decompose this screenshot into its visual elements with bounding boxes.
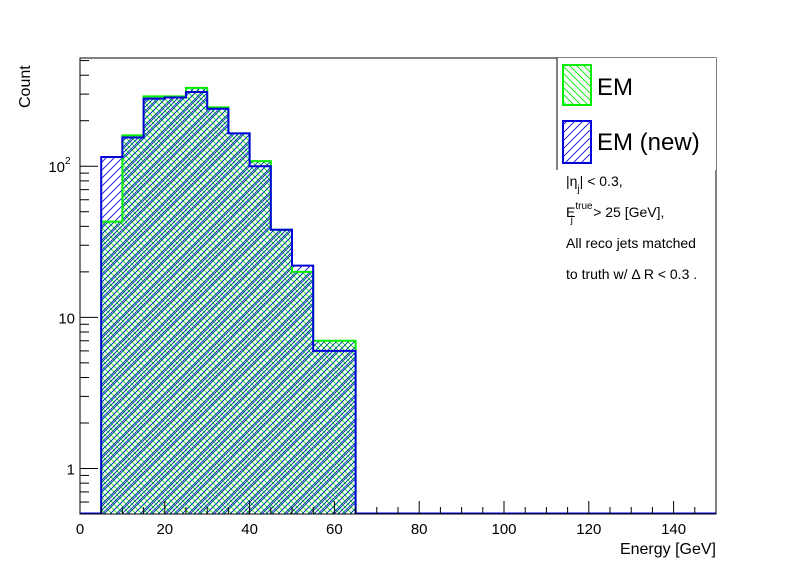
hist-bin-fill-overlay: [164, 96, 186, 514]
hist-bin-fill-overlay: [122, 135, 144, 514]
series-em-new-outline: [80, 90, 716, 514]
annotation-line: Etrue j > 25 [GeV],: [566, 201, 664, 226]
x-axis-label: Energy [GeV]: [620, 541, 716, 558]
hist-bin-fill-overlay: [186, 87, 208, 514]
annotation-line: |ηj| < 0.3,: [566, 173, 623, 195]
annotation-line: All reco jets matched: [566, 235, 696, 251]
hist-bin-fill-overlay: [101, 221, 123, 514]
hist-bin-fill-overlay: [249, 161, 271, 514]
x-tick-label: 0: [76, 521, 84, 538]
y-tick-label-exponent: 2: [65, 156, 71, 167]
hist-bin-fill-overlay: [143, 96, 165, 514]
hist-bin-fill-overlay: [228, 133, 250, 514]
legend: EM EM (new): [556, 58, 716, 170]
x-tick-label: 100: [491, 521, 516, 538]
hist-bin-fill-overlay: [292, 271, 314, 514]
x-tick-label: 60: [326, 521, 343, 538]
annotation-line: to truth w/ Δ R < 0.3 .: [566, 266, 697, 282]
y-tick-label: 10: [58, 310, 75, 327]
hist-bin-fill-overlay: [270, 229, 292, 514]
x-tick-label: 120: [576, 521, 601, 538]
hist-bin-fill-overlay: [313, 340, 335, 514]
y-tick-label: 1: [67, 462, 75, 479]
legend-swatch-em-new: [562, 120, 592, 164]
hist-bin-fill-overlay: [334, 340, 356, 514]
legend-label-em-new: EM (new): [597, 129, 700, 156]
x-tick-label: 140: [661, 521, 686, 538]
x-tick-label: 20: [156, 521, 173, 538]
hist-bin-fill-overlay: [207, 107, 229, 514]
legend-label-em: EM: [597, 74, 633, 101]
y-tick-label: 10: [48, 159, 65, 176]
annotations: |ηj| < 0.3, Etrue j > 25 [GeV], All reco je…: [566, 173, 697, 282]
x-tick-label: 80: [411, 521, 428, 538]
x-tick-label: 40: [241, 521, 258, 538]
histogram-bars: [80, 86, 716, 514]
y-axis-label: Count: [17, 65, 34, 108]
legend-swatch-em: [562, 64, 592, 106]
